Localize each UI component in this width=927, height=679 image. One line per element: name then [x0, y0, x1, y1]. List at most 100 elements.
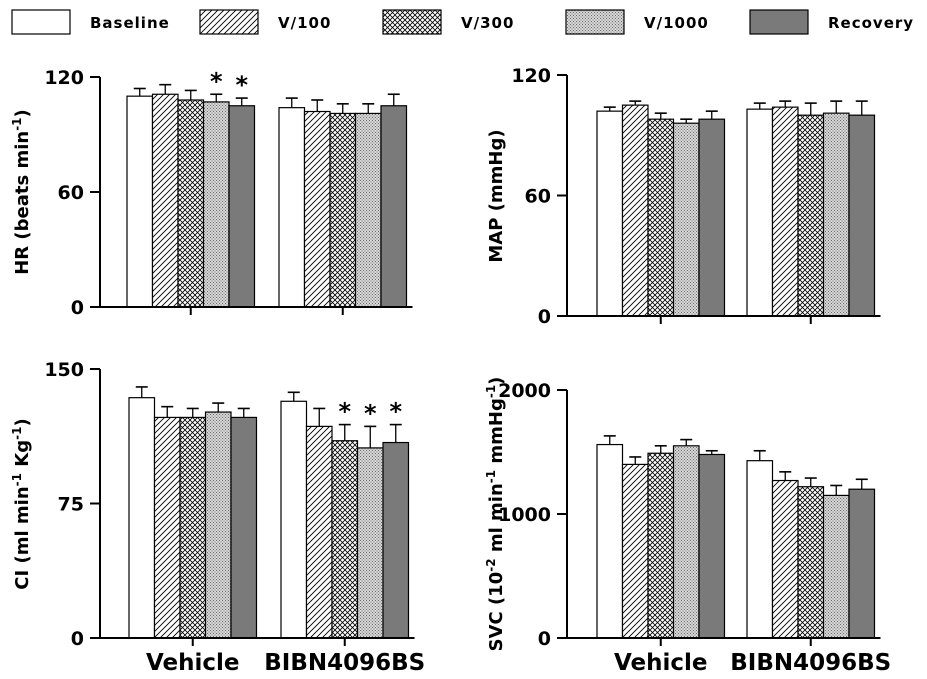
bar-recovery-vehicle [698, 118, 726, 317]
bar-v-1000-bibn4096bs [356, 447, 384, 639]
panel-map: 0 60 120 MAP (mmHg) [486, 65, 881, 328]
bar-baseline-vehicle [128, 397, 156, 639]
bar-recovery-bibn4096bs [848, 114, 876, 317]
bar-v-300-vehicle [647, 452, 675, 639]
bar-group-bibn4096bs [280, 391, 410, 639]
legend-item-baseline: Baseline [11, 9, 170, 35]
legend-label: V/100 [278, 14, 331, 32]
legend-swatch [199, 9, 259, 35]
legend-label: Recovery [828, 14, 914, 32]
bar-v-100-vehicle [621, 104, 649, 317]
bar-group-bibn4096bs [746, 449, 876, 639]
bar-group-bibn4096bs [746, 100, 876, 317]
y-label-superscript: -1 [484, 385, 498, 398]
bar-v-100-vehicle [151, 93, 179, 308]
bar-v-100-vehicle [153, 416, 181, 639]
y-label-text: ) [486, 377, 507, 385]
y-label-text: Kg [12, 440, 33, 473]
legend-item-v-100: V/100 [199, 9, 331, 35]
bar-v-1000-bibn4096bs [822, 494, 850, 639]
significance-marker: * [389, 398, 402, 426]
bar-v-1000-vehicle [672, 122, 700, 317]
y-label-text: CI (ml min [12, 486, 33, 589]
bar-recovery-bibn4096bs [380, 105, 408, 308]
bar-v-100-bibn4096bs [771, 479, 799, 639]
legend-swatch [749, 9, 809, 35]
y-label-text: MAP (mmHg) [486, 129, 507, 262]
y-tick-label: 120 [511, 65, 551, 87]
bar-group-vehicle [128, 386, 258, 639]
y-tick-label: 0 [538, 628, 551, 650]
y-label-superscript: -1 [484, 470, 498, 483]
y-label-superscript: -2 [484, 558, 498, 571]
y-tick-label: 2000 [498, 380, 551, 402]
bar-baseline-vehicle [596, 110, 624, 317]
panel-svc: 0 1000 2000 Vehicle BIBN4096BS SVC (10-2 ml m… [484, 377, 891, 676]
y-axis-label: SVC (10-2 ml min-1 mmHg-1) [484, 377, 507, 652]
significance-marker: * [235, 71, 248, 99]
y-axis-label: MAP (mmHg) [486, 129, 507, 262]
legend-item-recovery: Recovery [749, 9, 914, 35]
bar-baseline-vehicle [596, 443, 624, 639]
y-tick-label: 75 [58, 494, 84, 516]
bar-v-300-bibn4096bs [331, 440, 359, 639]
bar-baseline-bibn4096bs [746, 108, 774, 317]
bar-v-1000-bibn4096bs [354, 112, 382, 308]
bar-baseline-bibn4096bs [278, 107, 306, 308]
y-tick-label: 150 [44, 359, 84, 381]
panel-hr: * * 0 60 120 HR (beats min-1) [10, 67, 413, 319]
y-label-superscript: -1 [10, 427, 24, 440]
y-tick-label: 0 [538, 306, 551, 328]
legend-label: V/300 [461, 14, 514, 32]
category-label-vehicle: Vehicle [146, 650, 240, 676]
bar-v-300-bibn4096bs [797, 114, 825, 317]
y-label-text: ) [12, 109, 33, 117]
bar-recovery-bibn4096bs [848, 488, 876, 639]
bar-v-1000-vehicle [672, 445, 700, 639]
legend-swatch [565, 9, 625, 35]
bar-baseline-vehicle [126, 95, 154, 308]
significance-marker: * [338, 398, 351, 426]
y-label-text: ml min [486, 483, 507, 558]
bar-v-100-bibn4096bs [305, 425, 333, 639]
bar-baseline-bibn4096bs [746, 460, 774, 639]
y-tick-label: 60 [58, 182, 84, 204]
bar-group-vehicle [596, 435, 726, 639]
y-tick-label: 1000 [498, 504, 551, 526]
bar-v-1000-vehicle [202, 101, 230, 308]
bar-v-300-vehicle [647, 118, 675, 317]
bar-v-100-bibn4096bs [303, 110, 331, 308]
y-label-text: mmHg [486, 398, 507, 470]
bar-v-100-vehicle [621, 463, 649, 639]
bar-group-vehicle [596, 100, 726, 317]
y-label-superscript: -1 [10, 473, 24, 486]
y-axis-label: HR (beats min-1) [10, 109, 33, 275]
y-label-text: HR (beats min [12, 131, 33, 275]
y-tick-label: 60 [525, 186, 551, 208]
bar-recovery-vehicle [698, 453, 726, 639]
y-tick-label: 0 [71, 628, 84, 650]
bar-v-300-vehicle [179, 416, 207, 639]
legend-swatch [11, 9, 71, 35]
legend-swatch [382, 9, 442, 35]
legend: Baseline V/100 V/300 V/1000 Recovery [11, 9, 914, 35]
bar-v-300-bibn4096bs [329, 112, 357, 308]
y-axis-label: CI (ml min-1 Kg-1) [10, 418, 33, 589]
bar-baseline-bibn4096bs [280, 400, 308, 639]
legend-label: Baseline [90, 14, 170, 32]
bar-v-100-bibn4096bs [771, 106, 799, 317]
y-label-superscript: -1 [10, 117, 24, 130]
bar-v-1000-bibn4096bs [822, 112, 850, 317]
category-label-bibn4096bs: BIBN4096BS [730, 650, 891, 676]
bar-v-300-vehicle [177, 99, 205, 308]
category-label-vehicle: Vehicle [614, 650, 708, 676]
legend-label: V/1000 [644, 14, 709, 32]
significance-marker: * [364, 399, 377, 427]
bar-recovery-bibn4096bs [382, 441, 410, 639]
y-label-text: ) [12, 418, 33, 426]
y-tick-label: 120 [44, 67, 84, 89]
y-tick-label: 0 [71, 297, 84, 319]
legend-item-v-300: V/300 [382, 9, 514, 35]
